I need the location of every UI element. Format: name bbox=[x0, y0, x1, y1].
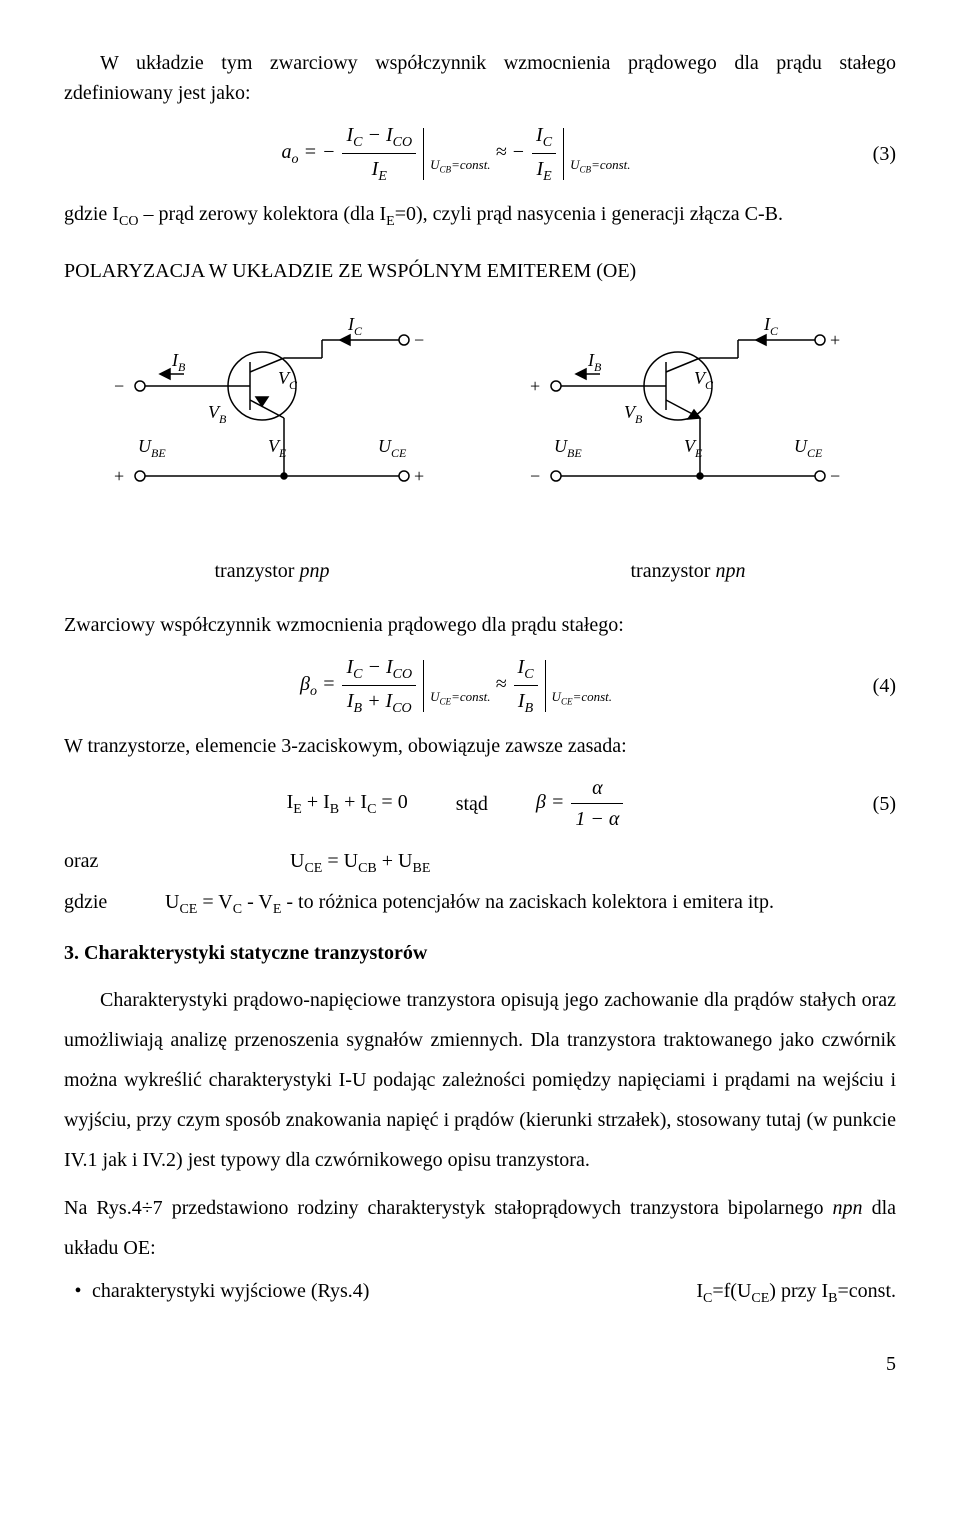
bullet-1-right: IC=f(UCE) przy IB=const. bbox=[696, 1276, 896, 1309]
equation-3-body: ao = − IC − ICO IE UCB=const. ≈ − IC IE … bbox=[64, 120, 848, 187]
bullet-1: • charakterystyki wyjściowe (Rys.4) IC=f… bbox=[64, 1276, 896, 1309]
pnp-caption: tranzystor pnp bbox=[215, 556, 330, 586]
oraz-line: oraz UCE = UCB + UBE bbox=[64, 846, 896, 879]
equation-4-body: βo = IC − ICO IB + ICO UCE=const. ≈ IC I… bbox=[64, 652, 848, 719]
svg-text:−: − bbox=[830, 466, 840, 486]
equation-5-number: (5) bbox=[848, 789, 896, 819]
circuit-captions: tranzystor pnp tranzystor npn bbox=[64, 556, 896, 586]
circuit-diagrams: IB − VB VC IC − UBE VE UCE + + bbox=[64, 306, 896, 536]
svg-text:+: + bbox=[530, 376, 540, 396]
svg-text:+: + bbox=[414, 466, 424, 486]
svg-text:−: − bbox=[414, 330, 424, 350]
body-p2: Na Rys.4÷7 przedstawiono rodziny charakt… bbox=[64, 1188, 896, 1268]
svg-text:+: + bbox=[114, 466, 124, 486]
npn-caption: tranzystor npn bbox=[631, 556, 746, 586]
svg-text:UCE: UCE bbox=[794, 436, 823, 460]
w-tranz-line: W tranzystorze, elemencie 3-zaciskowym, … bbox=[64, 731, 896, 761]
svg-text:IC: IC bbox=[347, 314, 363, 338]
svg-text:IB: IB bbox=[171, 350, 186, 374]
equation-4-number: (4) bbox=[848, 671, 896, 701]
svg-text:+: + bbox=[830, 330, 840, 350]
polarization-heading: POLARYZACJA W UKŁADZIE ZE WSPÓLNYM EMITE… bbox=[64, 256, 896, 286]
svg-text:VB: VB bbox=[208, 402, 227, 426]
circuit-npn: IB + VB VC IC + UBE VE UCE − − bbox=[508, 306, 868, 536]
svg-text:UCE: UCE bbox=[378, 436, 407, 460]
svg-text:VC: VC bbox=[694, 368, 714, 392]
svg-text:−: − bbox=[114, 376, 124, 396]
body-p1: Charakterystyki prądowo-napięciowe tranz… bbox=[64, 980, 896, 1180]
intro-text: W układzie tym zwarciowy współczynnik wz… bbox=[64, 52, 896, 104]
svg-text:UBE: UBE bbox=[554, 436, 582, 460]
gdzie-line: gdzie UCE = VC - VE - to różnica potencj… bbox=[64, 887, 896, 920]
svg-text:UBE: UBE bbox=[138, 436, 166, 460]
equation-4: βo = IC − ICO IB + ICO UCE=const. ≈ IC I… bbox=[64, 652, 896, 719]
circuit-pnp: IB − VB VC IC − UBE VE UCE + + bbox=[92, 306, 452, 536]
equation-5: IE + IB + IC = 0 stąd β = α 1 − α (5) bbox=[64, 773, 896, 834]
section-3-heading: 3. Charakterystyki statyczne tranzystoró… bbox=[64, 938, 896, 968]
bullet-dot-icon: • bbox=[64, 1276, 92, 1309]
page-number: 5 bbox=[64, 1349, 896, 1379]
intro-paragraph: W układzie tym zwarciowy współczynnik wz… bbox=[64, 48, 896, 108]
svg-text:IC: IC bbox=[763, 314, 779, 338]
bullet-1-left: charakterystyki wyjściowe (Rys.4) bbox=[92, 1276, 696, 1309]
equation-5-body: IE + IB + IC = 0 stąd β = α 1 − α bbox=[64, 773, 848, 834]
equation-3-number: (3) bbox=[848, 139, 896, 169]
zwarciowy-line: Zwarciowy współczynnik wzmocnienia prądo… bbox=[64, 610, 896, 640]
svg-text:VC: VC bbox=[278, 368, 298, 392]
svg-text:VB: VB bbox=[624, 402, 643, 426]
ico-line: gdzie ICO – prąd zerowy kolektora (dla I… bbox=[64, 199, 896, 232]
svg-text:IB: IB bbox=[587, 350, 602, 374]
svg-text:−: − bbox=[530, 466, 540, 486]
equation-3: ao = − IC − ICO IE UCB=const. ≈ − IC IE … bbox=[64, 120, 896, 187]
